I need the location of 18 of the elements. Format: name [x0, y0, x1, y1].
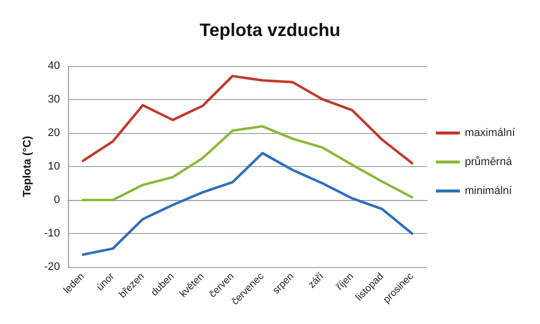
chart-title: Teplota vzduchu — [200, 20, 340, 40]
x-tick-label: září — [306, 270, 326, 291]
y-tick-label: 40 — [48, 60, 60, 72]
x-tick-label: únor — [94, 270, 118, 294]
line-series — [82, 125, 414, 202]
y-tick-label: 10 — [48, 160, 60, 172]
line-series — [82, 74, 414, 164]
legend-label: průměrná — [464, 156, 513, 168]
line-series — [82, 152, 414, 256]
y-axis-title: Teplota (°C) — [22, 136, 34, 198]
x-tick-label: říjen — [334, 271, 356, 293]
legend-label: minimální — [464, 185, 513, 197]
y-tick-label: 0 — [54, 194, 60, 206]
y-tick-label: -10 — [44, 228, 60, 240]
y-tick-label: -20 — [44, 261, 60, 273]
legend-label: maximální — [464, 127, 516, 139]
y-tick-label: 30 — [48, 94, 60, 106]
y-tick-label: 20 — [48, 127, 60, 139]
